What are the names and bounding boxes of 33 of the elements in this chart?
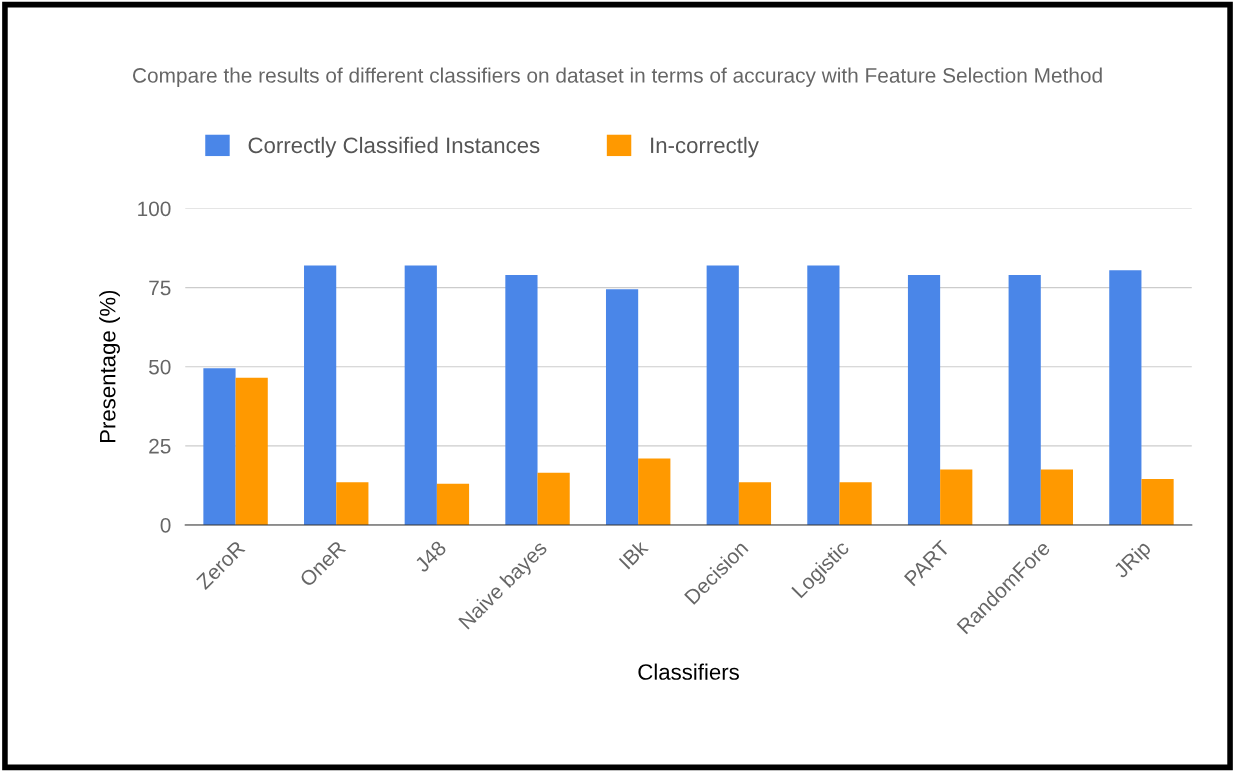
bar	[807, 265, 840, 525]
y-tick-label: 75	[149, 280, 171, 296]
legend-label: Correctly Classified Instances	[248, 136, 540, 158]
bar	[738, 482, 772, 525]
bar	[1109, 270, 1142, 525]
bar	[235, 377, 268, 525]
bar	[436, 483, 470, 525]
bar	[1141, 479, 1174, 525]
bar	[839, 482, 872, 525]
legend-label: In-correctly	[651, 136, 759, 158]
bar	[505, 274, 538, 525]
bar	[203, 368, 236, 525]
bar	[706, 265, 739, 525]
bar	[537, 472, 570, 525]
bar	[404, 265, 437, 525]
bar	[605, 289, 639, 525]
y-tick-label: 25	[149, 438, 171, 454]
x-tick-label: J48	[413, 539, 448, 574]
y-tick-label: 100	[138, 201, 171, 217]
bar	[336, 482, 369, 525]
bar	[940, 469, 973, 525]
y-axis-title: Presentage (%)	[99, 290, 120, 443]
bar	[907, 274, 941, 525]
bar	[638, 458, 671, 525]
chart-title: Compare the results of different classifiers on dataset in terms of accuracy with Feature Selection Method	[133, 67, 1102, 87]
x-tick-label: JRip	[1112, 539, 1155, 582]
bar	[1008, 274, 1041, 525]
y-tick-label: 0	[160, 517, 171, 533]
bar	[304, 265, 337, 525]
bar	[1040, 469, 1074, 525]
x-tick-label: IBk	[618, 538, 649, 570]
x-axis-title: Classifiers	[638, 663, 739, 680]
y-tick-label: 50	[149, 359, 171, 375]
